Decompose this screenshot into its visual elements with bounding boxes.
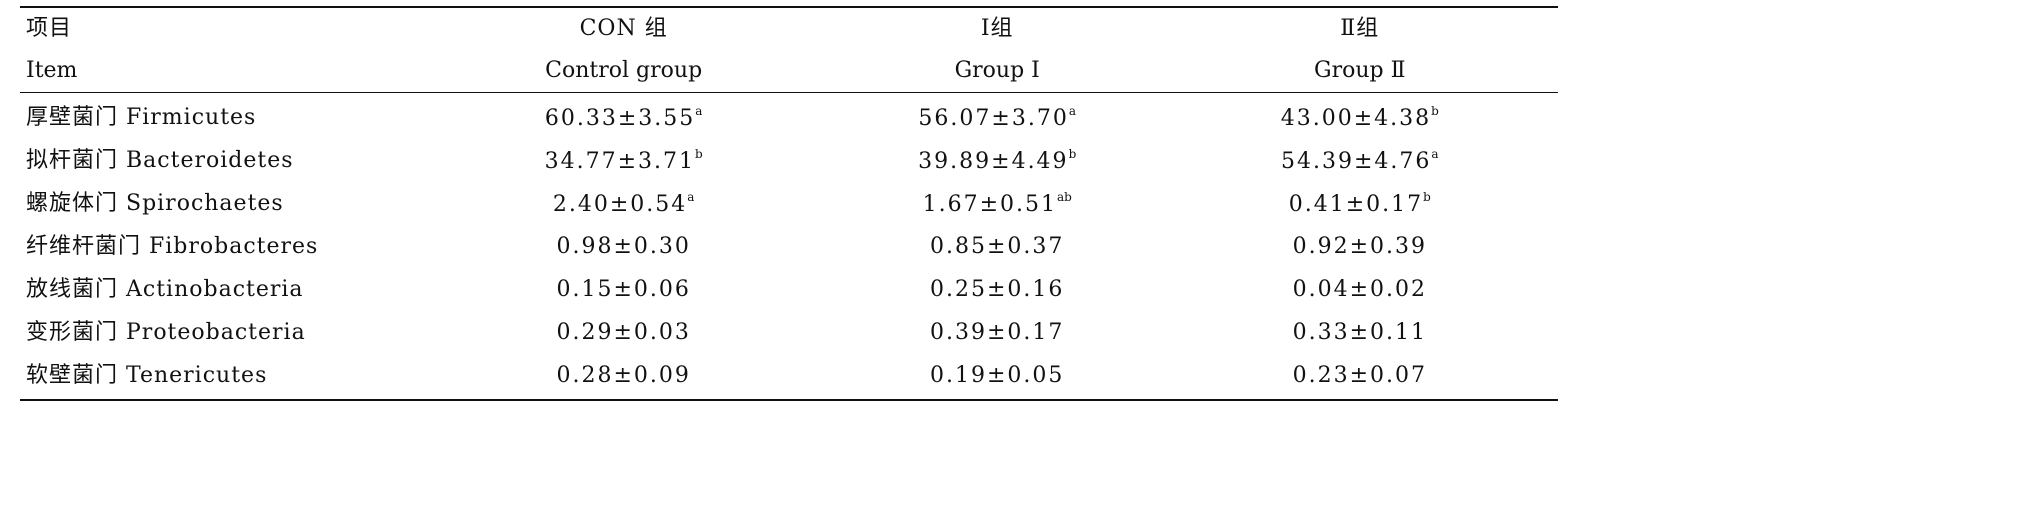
row-value-cell: 2.40±0.54a — [414, 191, 832, 216]
row-item-label: 软壁菌门 Tenericutes — [26, 362, 268, 388]
significance-superscript: ab — [1056, 190, 1072, 204]
row-value-cell: 0.19±0.05 — [833, 362, 1162, 388]
row-value-cell: 0.41±0.17b — [1162, 191, 1558, 216]
row-value-cell: 0.85±0.37 — [833, 233, 1162, 259]
mean-sd-value: 0.15±0.06 — [556, 276, 691, 302]
row-value-cell: 43.00±4.38b — [1162, 105, 1558, 130]
mean-sd-value: 34.77±3.71 — [544, 149, 696, 174]
header-control-en: Control group — [545, 58, 703, 83]
table-row: 纤维杆菌门 Fibrobacteres 0.98±0.30 0.85±0.37 0.9… — [20, 225, 1558, 268]
mean-sd-value: 0.85±0.37 — [930, 233, 1065, 259]
table-body: 厚壁菌门 Firmicutes 60.33±3.55a 56.07±3.70a 43.… — [20, 93, 1558, 399]
header-control-zh: CON 组 — [579, 16, 668, 41]
mean-sd-value: 0.04±0.02 — [1292, 276, 1427, 302]
mean-sd-value: 0.92±0.39 — [1292, 233, 1427, 259]
mean-sd-value: 0.33±0.11 — [1292, 319, 1427, 345]
row-value-cell: 0.25±0.16 — [833, 276, 1162, 302]
table-row: 厚壁菌门 Firmicutes 60.33±3.55a 56.07±3.70a 43.… — [20, 96, 1558, 139]
row-value-cell: 0.92±0.39 — [1162, 233, 1558, 259]
data-table: 项目 CON 组 Ⅰ组 Ⅱ组 Item Control group Group … — [20, 6, 1558, 401]
mean-sd-value: 43.00±4.38 — [1280, 106, 1432, 131]
row-value-cell: 1.67±0.51ab — [833, 191, 1162, 216]
significance-superscript: b — [1068, 147, 1077, 161]
significance-superscript: a — [1431, 147, 1439, 161]
mean-sd-value: 0.23±0.07 — [1292, 362, 1427, 388]
table-row: 拟杆菌门 Bacteroidetes 34.77±3.71b 39.89±4.49b… — [20, 139, 1558, 182]
significance-superscript: a — [695, 104, 703, 118]
mean-sd-value: 0.29±0.03 — [556, 319, 691, 345]
row-value-cell: 0.23±0.07 — [1162, 362, 1558, 388]
mean-sd-value: 0.25±0.16 — [930, 276, 1065, 302]
mean-sd-value: 0.98±0.30 — [556, 233, 691, 259]
row-item-label: 厚壁菌门 Firmicutes — [26, 104, 257, 130]
mean-sd-value: 0.41±0.17 — [1288, 192, 1424, 217]
mean-sd-value: 39.89±4.49 — [918, 149, 1069, 174]
table-row: 螺旋体门 Spirochaetes 2.40±0.54a 1.67±0.51ab 0.… — [20, 182, 1558, 225]
row-item-label: 拟杆菌门 Bacteroidetes — [26, 147, 294, 173]
table-row: 变形菌门 Proteobacteria 0.29±0.03 0.39±0.17 0.3… — [20, 311, 1558, 354]
row-item-label: 螺旋体门 Spirochaetes — [26, 190, 284, 216]
mean-sd-value: 60.33±3.55 — [544, 106, 696, 131]
row-item-label: 变形菌门 Proteobacteria — [26, 319, 306, 345]
row-value-cell: 0.33±0.11 — [1162, 319, 1558, 345]
row-value-cell: 0.15±0.06 — [414, 276, 832, 302]
significance-superscript: b — [1423, 190, 1431, 204]
row-value-cell: 0.04±0.02 — [1162, 276, 1558, 302]
mean-sd-value: 1.67±0.51 — [922, 192, 1057, 217]
header-item-en: Item — [26, 58, 78, 83]
significance-superscript: b — [695, 147, 703, 161]
header-group1-en: Group Ⅰ — [954, 58, 1040, 83]
row-value-cell: 0.98±0.30 — [414, 233, 832, 259]
header-group1-zh: Ⅰ组 — [980, 16, 1014, 41]
mean-sd-value: 2.40±0.54 — [552, 192, 688, 217]
header-group2-en: Group Ⅱ — [1314, 58, 1406, 83]
header-row-english: Item Control group Group Ⅰ Group Ⅱ — [20, 50, 1558, 92]
mean-sd-value: 54.39±4.76 — [1281, 149, 1432, 174]
significance-superscript: a — [687, 190, 695, 204]
row-value-cell: 0.39±0.17 — [833, 319, 1162, 345]
table-row: 放线菌门 Actinobacteria 0.15±0.06 0.25±0.16 0.0… — [20, 268, 1558, 311]
significance-superscript: a — [1068, 104, 1076, 118]
row-value-cell: 0.28±0.09 — [414, 362, 832, 388]
row-item-label: 纤维杆菌门 Fibrobacteres — [26, 233, 319, 259]
header-item-zh: 项目 — [26, 16, 73, 41]
mean-sd-value: 0.19±0.05 — [930, 362, 1065, 388]
mean-sd-value: 0.39±0.17 — [930, 319, 1065, 345]
significance-superscript: b — [1431, 104, 1439, 118]
mean-sd-value: 56.07±3.70 — [918, 106, 1069, 131]
bottom-rule — [20, 399, 1558, 401]
row-value-cell: 56.07±3.70a — [833, 105, 1162, 130]
row-value-cell: 34.77±3.71b — [414, 148, 832, 173]
table-row: 软壁菌门 Tenericutes 0.28±0.09 0.19±0.05 0.23±0… — [20, 354, 1558, 397]
row-value-cell: 60.33±3.55a — [414, 105, 832, 130]
top-rule — [20, 6, 1558, 8]
row-item-label: 放线菌门 Actinobacteria — [26, 276, 304, 302]
row-value-cell: 0.29±0.03 — [414, 319, 832, 345]
header-rule — [20, 92, 1558, 93]
header-group2-zh: Ⅱ组 — [1340, 16, 1380, 41]
row-value-cell: 54.39±4.76a — [1162, 148, 1558, 173]
header-row-chinese: 项目 CON 组 Ⅰ组 Ⅱ组 — [20, 8, 1558, 50]
row-value-cell: 39.89±4.49b — [833, 148, 1162, 173]
table-header: 项目 CON 组 Ⅰ组 Ⅱ组 Item Control group Group … — [20, 8, 1558, 92]
mean-sd-value: 0.28±0.09 — [556, 362, 691, 388]
